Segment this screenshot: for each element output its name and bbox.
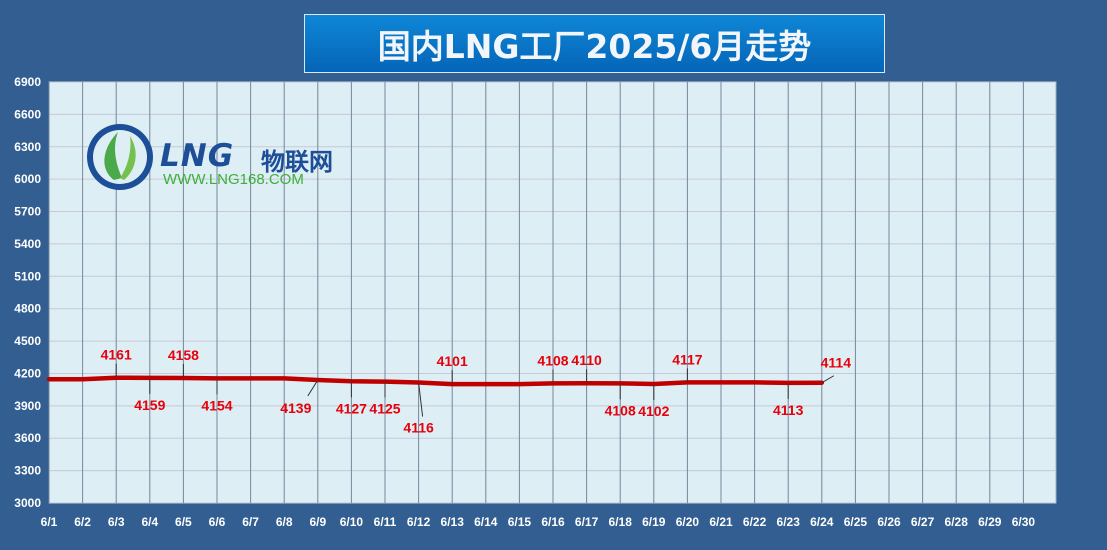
data-label: 4102 — [638, 403, 669, 419]
data-label: 4108 — [537, 352, 568, 368]
data-label: 4127 — [336, 400, 367, 416]
data-label: 4114 — [821, 355, 852, 371]
data-label: 4159 — [134, 397, 165, 413]
x-tick-label: 6/4 — [141, 515, 158, 529]
x-tick-label: 6/10 — [340, 515, 364, 529]
y-tick-label: 3300 — [14, 464, 41, 478]
data-label-leader — [307, 379, 319, 397]
x-tick-label: 6/30 — [1012, 515, 1036, 529]
x-tick-label: 6/19 — [642, 515, 666, 529]
logo-brand-text: LNG — [160, 138, 235, 174]
x-tick-label: 6/18 — [609, 515, 633, 529]
data-label-leader — [821, 375, 835, 384]
x-tick-label: 6/14 — [474, 515, 498, 529]
x-tick-label: 6/15 — [508, 515, 532, 529]
data-label: 4110 — [571, 352, 602, 368]
x-tick-label: 6/28 — [945, 515, 969, 529]
y-tick-label: 6300 — [14, 140, 41, 154]
x-tick-label: 6/1 — [41, 515, 58, 529]
y-tick-label: 6900 — [14, 75, 41, 89]
y-tick-label: 5400 — [14, 237, 41, 251]
x-tick-label: 6/5 — [175, 515, 192, 529]
y-tick-label: 5100 — [14, 269, 41, 283]
data-label-leader — [418, 382, 424, 417]
lng-logo-icon — [87, 124, 153, 190]
x-tick-label: 6/27 — [911, 515, 935, 529]
x-tick-label: 6/26 — [877, 515, 901, 529]
logo-brand-cn: 物联网 — [261, 148, 333, 176]
x-tick-label: 6/29 — [978, 515, 1002, 529]
logo-url-text: WWW.LNG168.COM — [163, 171, 304, 188]
data-label: 4116 — [403, 420, 434, 436]
data-label: 4101 — [437, 353, 468, 369]
y-tick-label: 4200 — [14, 366, 41, 380]
y-tick-label: 3600 — [14, 431, 41, 445]
x-tick-label: 6/24 — [810, 515, 834, 529]
y-tick-label: 4500 — [14, 334, 41, 348]
chart-title: 国内LNG工厂2025/6月走势 — [377, 26, 812, 66]
x-tick-label: 6/20 — [676, 515, 700, 529]
data-label: 4125 — [369, 401, 400, 417]
x-tick-label: 6/7 — [242, 515, 259, 529]
chart-title-box: 国内LNG工厂2025/6月走势 — [304, 14, 885, 73]
y-tick-label: 3900 — [14, 399, 41, 413]
data-label: 4154 — [201, 397, 232, 413]
x-tick-label: 6/13 — [441, 515, 465, 529]
y-tick-label: 4800 — [14, 302, 41, 316]
x-tick-label: 6/3 — [108, 515, 125, 529]
x-tick-label: 6/12 — [407, 515, 431, 529]
data-label: 4108 — [605, 402, 636, 418]
x-tick-label: 6/6 — [209, 515, 226, 529]
price-line — [46, 375, 825, 387]
data-label: 4117 — [672, 351, 703, 367]
x-tick-label: 6/9 — [309, 515, 326, 529]
x-tick-label: 6/25 — [844, 515, 868, 529]
data-label: 4113 — [773, 402, 804, 418]
x-tick-label: 6/17 — [575, 515, 599, 529]
x-tick-label: 6/16 — [541, 515, 565, 529]
x-tick-label: 6/23 — [777, 515, 801, 529]
y-tick-label: 6600 — [14, 107, 41, 121]
data-label: 4158 — [168, 347, 199, 363]
y-tick-label: 6000 — [14, 172, 41, 186]
x-tick-label: 6/8 — [276, 515, 293, 529]
y-tick-label: 5700 — [14, 205, 41, 219]
x-tick-label: 6/22 — [743, 515, 767, 529]
x-tick-label: 6/2 — [74, 515, 91, 529]
data-label: 4161 — [101, 347, 132, 363]
x-tick-label: 6/11 — [374, 515, 397, 529]
data-label: 4139 — [280, 400, 311, 416]
y-tick-label: 3000 — [14, 496, 41, 510]
x-tick-label: 6/21 — [709, 515, 733, 529]
